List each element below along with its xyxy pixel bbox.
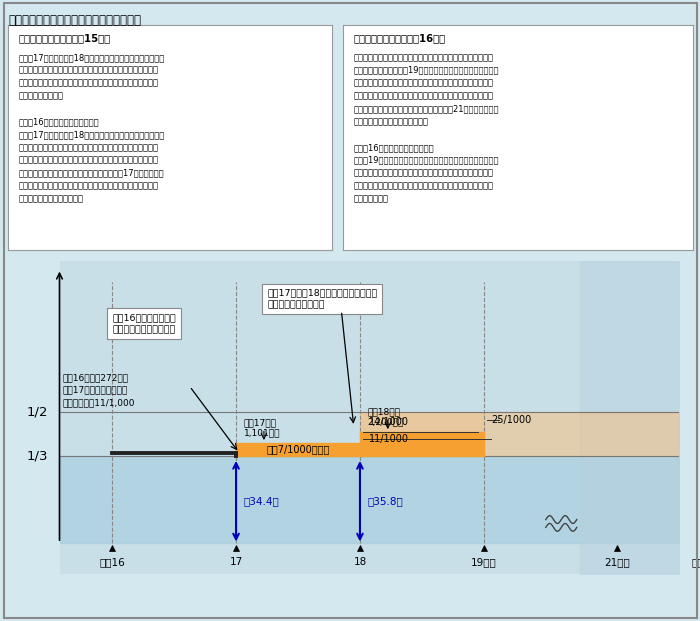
- Text: 〈約7/1000相当〉: 〈約7/1000相当〉: [266, 445, 330, 455]
- Text: 約34.4％: 約34.4％: [244, 496, 279, 506]
- Text: 17: 17: [230, 558, 243, 568]
- Text: 基礎年金国庫負担割合の引上げとその道筋: 基礎年金国庫負担割合の引上げとその道筋: [8, 14, 141, 27]
- Text: 平成16: 平成16: [99, 558, 125, 568]
- Text: （年度）: （年度）: [692, 558, 700, 568]
- Text: 特定年度（国庫負担割合が２分の１に完全に引き上げられる
年度）については、平成19年度を目途に、政府の経済財政運営
の方針との整合性を確保しつつ、社会保障に関す: 特定年度（国庫負担割合が２分の１に完全に引き上げられる 年度）については、平成1…: [354, 53, 499, 203]
- Text: 25/1000: 25/1000: [491, 415, 531, 425]
- Text: 11/1000: 11/1000: [370, 435, 410, 445]
- Text: 14/1000: 14/1000: [370, 417, 410, 427]
- Text: 【年金制度改正法附則第16条】: 【年金制度改正法附則第16条】: [354, 33, 446, 43]
- Text: 1/3: 1/3: [27, 450, 48, 463]
- Text: 平成17年度、18年度税制改正における
定率減税の縮減・廃止: 平成17年度、18年度税制改正における 定率減税の縮減・廃止: [267, 288, 377, 310]
- Text: 21まで: 21まで: [604, 558, 630, 568]
- Text: 18: 18: [354, 558, 367, 568]
- Text: 平成18年度
2,200億円: 平成18年度 2,200億円: [368, 407, 404, 427]
- Text: 平成16年度税制改正に
おける年金課税の適正化: 平成16年度税制改正に おける年金課税の適正化: [112, 313, 176, 334]
- Text: 平成17年度
1,101億円: 平成17年度 1,101億円: [244, 419, 280, 438]
- Text: 1/2: 1/2: [27, 406, 48, 419]
- Text: 平成17年度及び平成18年度において、我が国の経済社会の
動向を踏まえつつ、所要の税制上の措置を講じた上で、別に法
律で定めるところにより、国庫負担の割合を適切: 平成17年度及び平成18年度において、我が国の経済社会の 動向を踏まえつつ、所要…: [18, 53, 164, 203]
- Text: 19目途: 19目途: [471, 558, 497, 568]
- Text: 【年金制度改正法附則第15条】: 【年金制度改正法附則第15条】: [18, 33, 110, 43]
- Text: 平成16年度：272億円
平成17年度以降：拠出金
（給付費）の11/1,000: 平成16年度：272億円 平成17年度以降：拠出金 （給付費）の11/1,000: [62, 373, 135, 407]
- Text: 約35.8％: 約35.8％: [368, 496, 403, 506]
